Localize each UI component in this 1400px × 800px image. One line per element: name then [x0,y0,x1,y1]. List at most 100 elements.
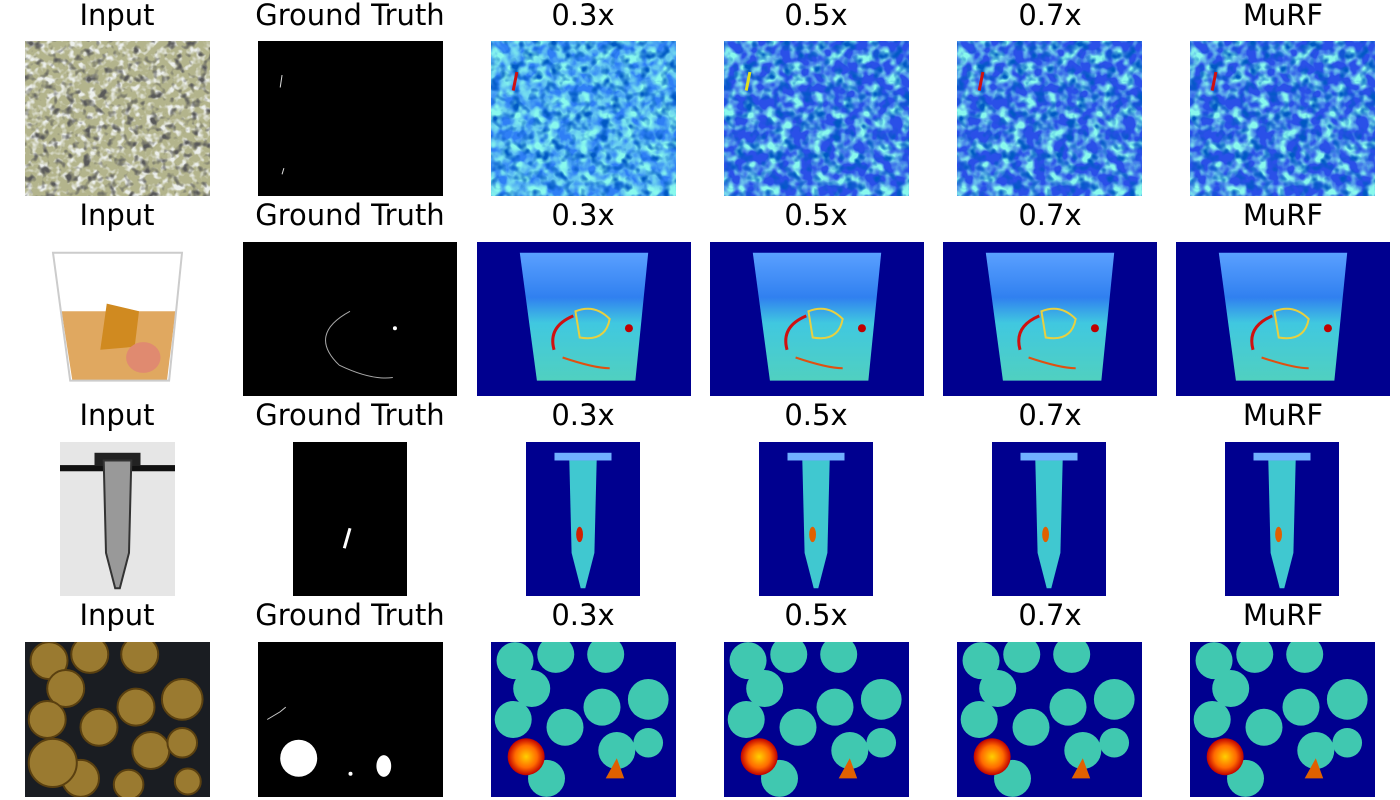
heat-arc [551,314,574,351]
panel-title: MuRF [1243,0,1323,32]
heat-arc [784,314,807,351]
walnut [112,768,145,797]
cup-heat [1218,252,1348,381]
panel-image [293,442,407,596]
walnut-heat [816,688,854,726]
panel-title: Input [79,198,154,232]
heat-spot [576,526,583,543]
heat-arc [1017,314,1040,351]
walnut-heat [496,642,534,680]
panel-image [491,642,676,797]
panel-image [957,642,1142,797]
panel-image [957,41,1142,196]
defect [279,75,283,88]
panel-image [724,41,909,196]
hot-spot [838,758,858,779]
walnut-heat [820,642,858,673]
heat-arc [1028,356,1076,370]
walnut-heat [770,642,808,673]
walnut-heat [1193,701,1231,738]
hot-walnut [740,738,778,776]
hot-spot [1304,758,1324,779]
panel-title: 0.3x [551,0,614,32]
panel-title: 0.5x [784,598,847,632]
panel-image [724,642,909,797]
walnut-heat [831,732,869,769]
defect [348,771,353,776]
walnut-heat [779,708,817,746]
walnut-heat [546,708,584,746]
walnut-heat [1064,732,1102,769]
panel-image [759,442,873,596]
heat-dark [724,41,909,196]
cap-heat [554,452,612,461]
walnut-heat [1236,642,1274,673]
panel-image [243,242,457,396]
fruit [126,342,161,373]
heat-spot [857,324,866,333]
fabric-dark [25,41,210,196]
panel-image [477,242,691,396]
tube-heat [569,460,597,589]
walnut-heat [729,642,767,680]
panel-title: Input [79,0,154,32]
heat-spot [809,526,816,543]
walnut [131,731,171,770]
panel-image [10,242,225,396]
heat-spot [1210,71,1218,91]
heat-arc [795,356,843,370]
walnut-heat [1282,688,1320,726]
walnut-heat [1053,642,1091,673]
panel-title: 0.5x [784,0,847,32]
panel-title: MuRF [1243,198,1323,232]
panel-image [1225,442,1339,596]
heat-arc [1261,356,1309,370]
panel-title: 0.7x [1018,598,1081,632]
panel-image [491,41,676,196]
panel-image [526,442,640,596]
walnut-heat [598,732,636,769]
hot-spot [1071,758,1091,779]
walnut [46,669,86,708]
defect [280,739,318,777]
hot-spot [605,758,625,779]
heat-dark [957,41,1142,196]
heat-dark [1190,41,1375,196]
panel-title: Ground Truth [255,198,444,232]
panel-image [943,242,1157,396]
cap-heat [787,452,845,461]
walnut [116,687,156,727]
hot-walnut [507,738,545,776]
panel-title: Ground Truth [255,598,444,632]
walnut-heat [866,727,897,758]
heat-spot [1042,526,1049,543]
panel-title: MuRF [1243,598,1323,632]
panel-title: 0.3x [551,598,614,632]
walnut-heat [1332,727,1363,758]
heat-arc [562,356,610,370]
heat-shape [807,307,844,340]
panel-title: 0.7x [1018,398,1081,432]
tube [102,459,133,590]
heat-spot [1275,526,1282,543]
walnut-heat [1003,642,1041,673]
heat-shape [1273,307,1310,340]
walnut [120,642,160,674]
hot-walnut [973,738,1011,776]
defect [266,706,287,720]
walnut-heat [494,701,532,738]
walnut-heat [746,670,784,707]
panel-title: Ground Truth [255,0,444,32]
panel-image [258,41,443,196]
tube-heat [1035,460,1063,589]
cup-heat [519,252,649,381]
defect [342,527,352,549]
walnut-heat [1093,679,1135,720]
panel-title: 0.3x [551,198,614,232]
heat-spot [744,71,752,91]
defect [392,326,397,331]
cap-heat [1020,452,1078,461]
walnut-heat [1245,708,1283,746]
walnut-heat [583,688,621,726]
